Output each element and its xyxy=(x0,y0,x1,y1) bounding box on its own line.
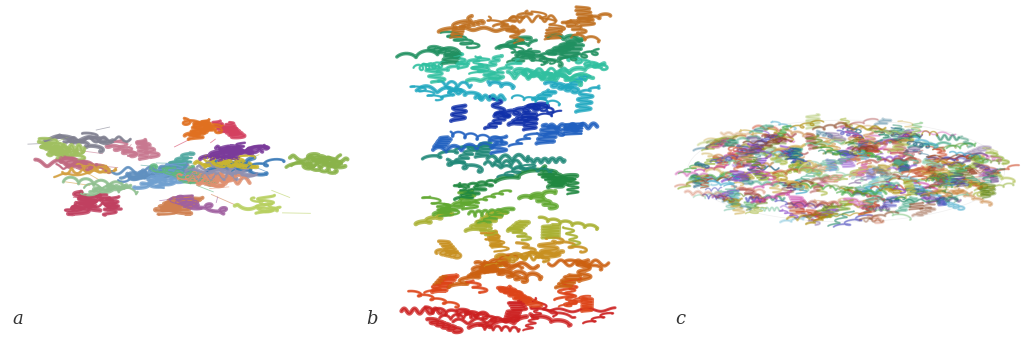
Ellipse shape xyxy=(798,156,894,186)
Text: a: a xyxy=(12,310,24,328)
Text: c: c xyxy=(675,310,685,328)
Text: b: b xyxy=(366,310,377,328)
